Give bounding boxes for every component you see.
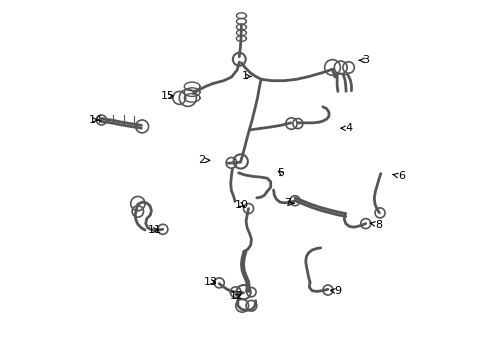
Text: 9: 9 (331, 287, 342, 296)
Text: 2: 2 (198, 156, 210, 165)
Text: 4: 4 (341, 123, 352, 133)
Text: 7: 7 (284, 198, 294, 208)
Text: 13: 13 (204, 277, 218, 287)
Text: 6: 6 (393, 171, 406, 181)
Text: 5: 5 (277, 168, 284, 178)
Text: 3: 3 (359, 55, 369, 65)
Text: 14: 14 (89, 115, 103, 125)
Text: 11: 11 (148, 225, 162, 235)
Text: 8: 8 (370, 220, 383, 230)
Text: 1: 1 (242, 71, 251, 81)
Text: 15: 15 (161, 91, 175, 101)
Text: 10: 10 (234, 200, 248, 210)
Text: 12: 12 (230, 291, 244, 301)
